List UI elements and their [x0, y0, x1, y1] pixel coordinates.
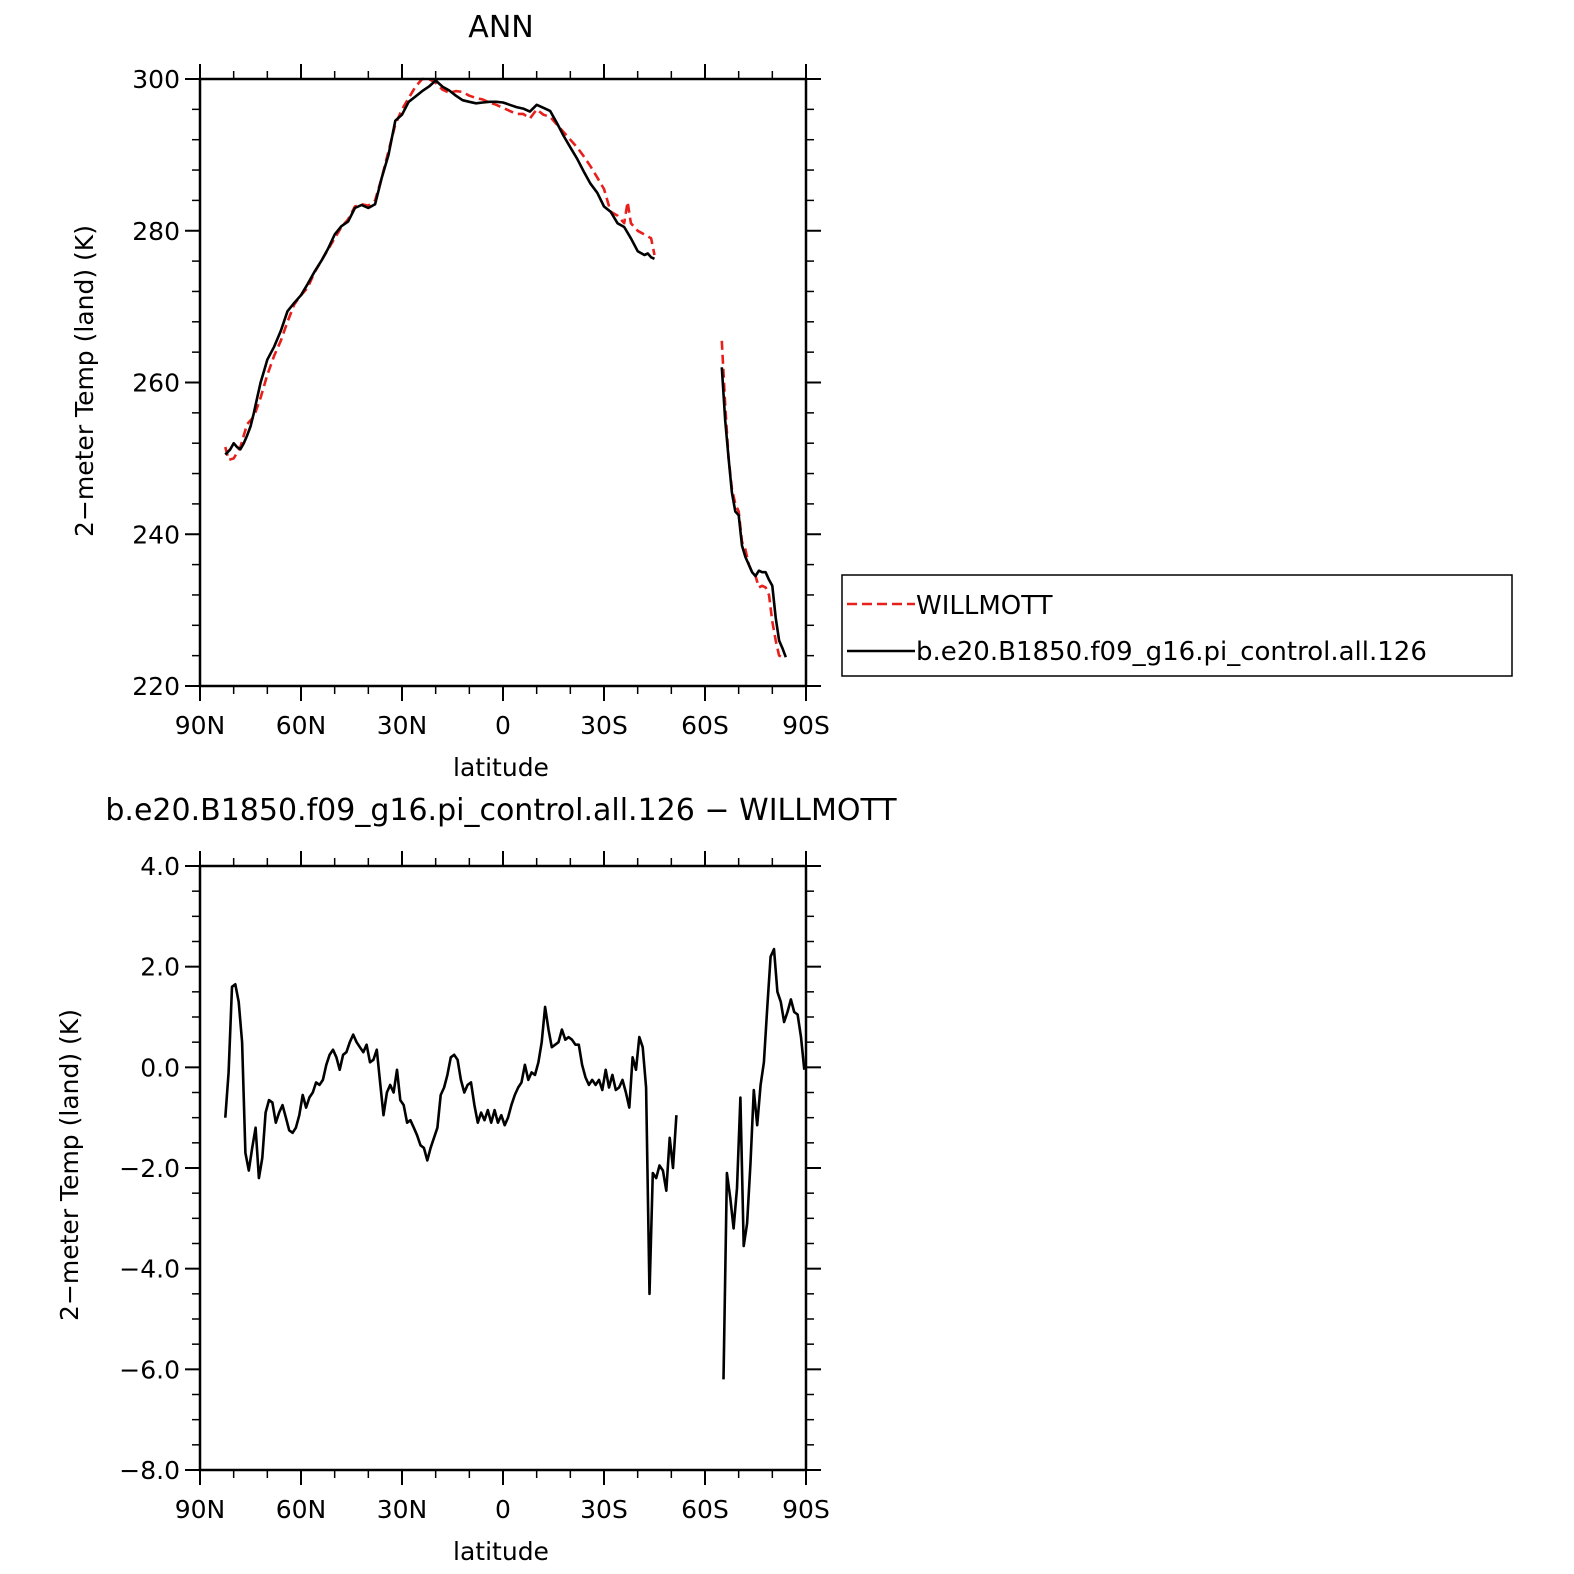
legend-label-model: b.e20.B1850.f09_g16.pi_control.all.126: [916, 637, 1427, 667]
x-tick-label: 30N: [377, 1495, 428, 1524]
y-axis-label: 2−meter Temp (land) (K): [70, 225, 99, 537]
chart-difference: b.e20.B1850.f09_g16.pi_control.all.126 −…: [55, 793, 897, 1566]
x-tick-label: 60S: [681, 1495, 729, 1524]
series-layer: [224, 947, 806, 1380]
x-tick-label: 30N: [377, 711, 428, 740]
x-tick-labels: 90N 60N 30N 0 30S 60S 90S: [175, 1495, 830, 1524]
plot-frame: [198, 77, 808, 688]
series-line-willmott: [224, 77, 656, 462]
x-tick-label: 90S: [782, 1495, 830, 1524]
y-tick-label: 300: [132, 65, 180, 94]
y-tick-label: −4.0: [119, 1255, 180, 1284]
x-tick-label: 30S: [580, 711, 628, 740]
x-tick-label: 0: [495, 1495, 511, 1524]
y-tick-label: 220: [132, 672, 180, 701]
x-tick-label: 60N: [276, 711, 327, 740]
y-tick-labels: 220 240 260 280 300: [132, 65, 180, 701]
tick-marks: [185, 851, 821, 1485]
y-tick-label: 240: [132, 520, 180, 549]
x-tick-label: 60S: [681, 711, 729, 740]
y-tick-label: 260: [132, 369, 180, 398]
x-tick-label: 60N: [276, 1495, 327, 1524]
series-line-model: [224, 982, 678, 1296]
series-line-model: [720, 367, 788, 658]
chart-title: ANN: [468, 10, 533, 45]
y-tick-label: −2.0: [119, 1154, 180, 1183]
y-axis-label: 2−meter Temp (land) (K): [55, 1009, 84, 1321]
legend: WILLMOTT b.e20.B1850.f09_g16.pi_control.…: [841, 574, 1513, 677]
y-tick-label: −6.0: [119, 1355, 180, 1384]
y-tick-label: 0.0: [140, 1053, 180, 1082]
x-axis-label: latitude: [453, 1537, 549, 1566]
x-tick-label: 90N: [175, 1495, 226, 1524]
chart-title: b.e20.B1850.f09_g16.pi_control.all.126 −…: [105, 793, 897, 828]
x-tick-label: 90N: [175, 711, 226, 740]
series-line-willmott: [720, 340, 783, 659]
x-axis-label: latitude: [453, 753, 549, 782]
series-line-model: [722, 947, 806, 1380]
y-tick-label: −8.0: [119, 1456, 180, 1485]
series-layer: [224, 77, 788, 659]
series-line-model: [224, 79, 656, 456]
x-tick-labels: 90N 60N 30N 0 30S 60S 90S: [175, 711, 830, 740]
legend-box: [841, 574, 1513, 677]
y-tick-label: 280: [132, 217, 180, 246]
legend-label-willmott: WILLMOTT: [916, 591, 1053, 621]
y-tick-labels: −8.0 −6.0 −4.0 −2.0 0.0 2.0 4.0: [119, 852, 180, 1485]
y-tick-label: 4.0: [140, 852, 180, 881]
x-tick-label: 90S: [782, 711, 830, 740]
x-tick-label: 30S: [580, 1495, 628, 1524]
y-tick-label: 2.0: [140, 953, 180, 982]
plot-frame: [198, 864, 808, 1472]
x-tick-label: 0: [495, 711, 511, 740]
tick-marks: [185, 64, 821, 701]
